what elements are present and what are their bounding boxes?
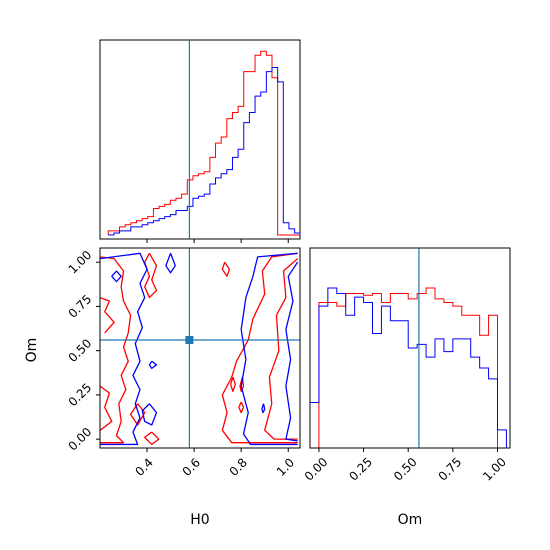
contour-line-0-11 xyxy=(221,261,231,277)
om-x-tick-label-4: 1.00 xyxy=(480,455,509,484)
contour-x-tick-label-1: 0.6 xyxy=(180,455,203,478)
contour-y-tick-label-3: 0.75 xyxy=(66,292,95,321)
contour-frame xyxy=(99,247,301,449)
om-histogram-step-0 xyxy=(310,287,507,448)
contour-line-0-7 xyxy=(264,258,299,440)
contour-y-tick-label-0: 0.00 xyxy=(66,425,95,454)
contour-line-1-3 xyxy=(148,360,158,370)
contour-line-0-5 xyxy=(144,431,160,446)
om-histogram-panel: 0.00 0.25 0.50 0.75 1.00 Om xyxy=(302,247,511,528)
contour-y-tick-label-1: 0.25 xyxy=(66,381,95,410)
contour-line-1-6 xyxy=(285,261,299,442)
contour-line-0-2 xyxy=(100,385,113,431)
truth-marker xyxy=(185,336,194,345)
truth-crosshair xyxy=(100,248,300,448)
y-axis-label-om: Om xyxy=(24,338,40,363)
contour-line-1-5 xyxy=(240,252,298,446)
contour-line-1-4 xyxy=(141,403,158,426)
h0-histogram-series xyxy=(107,50,301,236)
h0-histogram-ticks xyxy=(146,239,289,243)
om-histogram-series xyxy=(310,287,507,448)
contour-y-tick-label-2: 0.50 xyxy=(66,336,95,365)
om-histogram-step-1 xyxy=(310,287,507,448)
contour-line-1-2 xyxy=(165,253,176,274)
contour-line-1-0 xyxy=(100,252,148,446)
contour-line-0-0 xyxy=(100,256,132,444)
contour-line-0-9 xyxy=(239,377,245,393)
contour-line-0-6 xyxy=(221,252,298,444)
contour-panel: 0.4 0.6 0.8 1.0 0.00 0.25 0.50 0.75 1.00 H0 Om xyxy=(24,247,301,528)
h0-histogram-frame xyxy=(99,39,301,240)
contour-line-0-3 xyxy=(144,252,158,299)
h0-histogram-panel xyxy=(99,39,301,243)
om-x-tick-label-1: 0.25 xyxy=(346,455,375,484)
om-x-tick-label-0: 0.00 xyxy=(302,455,331,484)
x-axis-label-h0: H0 xyxy=(190,512,209,528)
contour-line-0-8 xyxy=(229,376,236,393)
contour-line-1-7 xyxy=(261,403,266,414)
contour-line-1-1 xyxy=(111,270,122,283)
contour-x-tick-label-0: 0.4 xyxy=(133,455,156,478)
x-axis-label-om: Om xyxy=(398,512,423,528)
contour-line-0-1 xyxy=(100,296,115,334)
contour-y-tick-label-4: 1.00 xyxy=(66,248,95,277)
contour-series xyxy=(100,252,299,446)
h0-histogram-step-0 xyxy=(107,50,300,236)
contour-x-ticks: 0.4 0.6 0.8 1.0 xyxy=(133,448,297,479)
h0-histogram-step-1 xyxy=(108,67,301,236)
om-x-tick-label-3: 0.75 xyxy=(436,455,465,484)
contour-x-tick-label-2: 0.8 xyxy=(227,455,250,478)
contour-line-0-10 xyxy=(238,401,245,414)
contour-line-0-4 xyxy=(129,403,146,426)
om-histogram-x-ticks: 0.00 0.25 0.50 0.75 1.00 xyxy=(302,448,509,484)
om-histogram-frame xyxy=(309,247,511,449)
contour-y-ticks: 0.00 0.25 0.50 0.75 1.00 xyxy=(66,248,100,454)
contour-x-tick-label-3: 1.0 xyxy=(274,455,297,478)
om-x-tick-label-2: 0.50 xyxy=(391,455,420,484)
